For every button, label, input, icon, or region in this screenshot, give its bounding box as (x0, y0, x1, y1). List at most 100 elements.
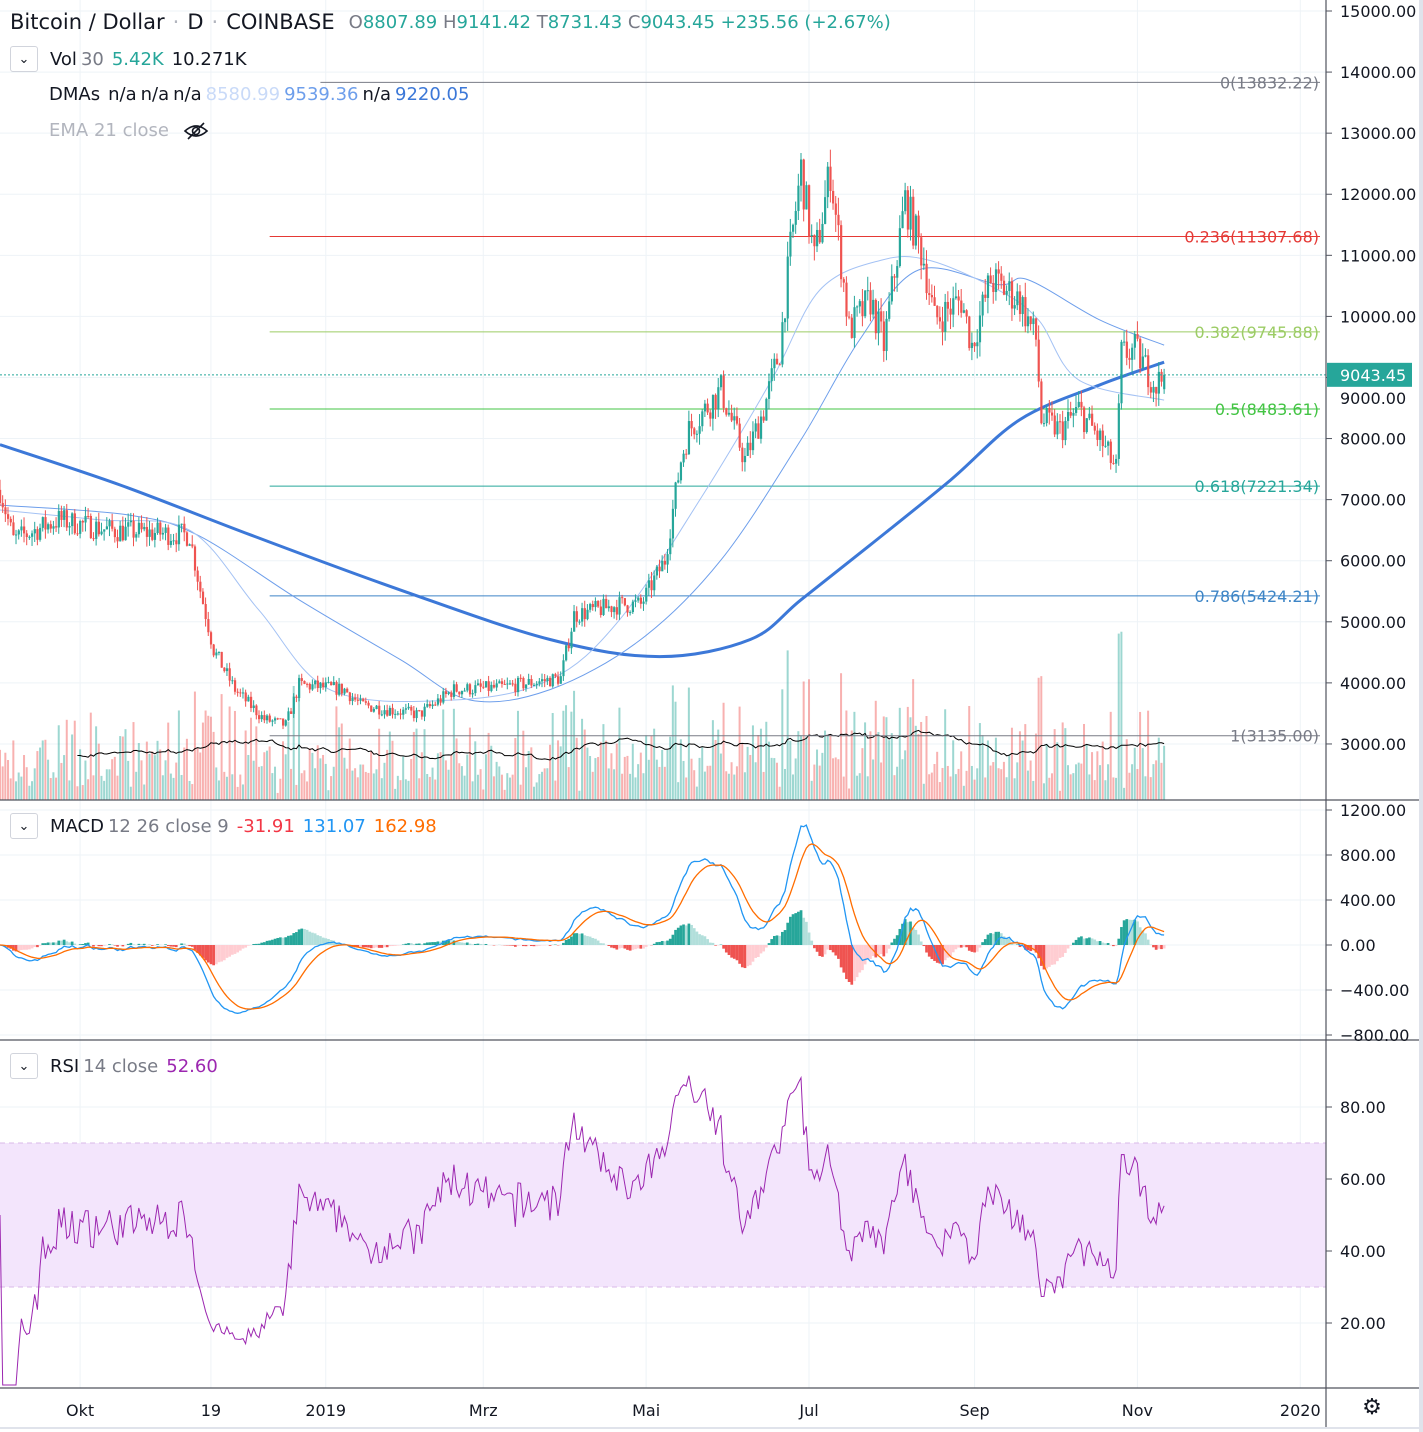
volume-bar (725, 771, 728, 800)
candle-body (816, 229, 819, 247)
candle-body (514, 683, 517, 693)
macd-histogram-bar (305, 929, 309, 945)
candle-body (535, 683, 538, 685)
volume-bar (607, 768, 610, 800)
macd-histogram-bar (284, 937, 288, 945)
volume-bar (922, 783, 925, 800)
volume-bar (938, 782, 941, 800)
volume-bar (332, 766, 335, 800)
macd-histogram-bar (882, 945, 886, 957)
macd-histogram-bar (300, 928, 304, 945)
volume-bar (808, 679, 811, 800)
symbol-name[interactable]: Bitcoin / Dollar (10, 10, 165, 34)
candle-body (255, 705, 258, 716)
volume-bar (164, 760, 167, 800)
rsi-axis-label: 80.00 (1340, 1098, 1386, 1117)
candle-body (55, 526, 58, 528)
candle-body (524, 684, 528, 689)
collapse-macd-button[interactable]: ⌄ (10, 813, 38, 839)
volume-bar (92, 775, 95, 800)
macd-histogram-bar (708, 942, 712, 945)
volume-bar (492, 776, 495, 800)
macd-histogram-bar (468, 943, 472, 945)
collapse-legend-button[interactable]: ⌄ (10, 46, 38, 72)
candle-body (714, 394, 717, 410)
volume-bar (773, 758, 776, 800)
volume-legend: ⌄ Vol 30 5.42K 10.271K (10, 46, 247, 72)
macd-histogram-bar (404, 943, 408, 945)
macd-histogram-bar (308, 931, 312, 945)
volume-bar (418, 778, 421, 800)
candle-body (789, 231, 792, 257)
candle-body (791, 224, 795, 232)
candle-body (1018, 291, 1022, 315)
macd-histogram-bar (783, 930, 787, 945)
volume-bar (952, 740, 955, 800)
volume-bar (396, 775, 399, 800)
volume-bar (362, 764, 365, 800)
candle-body (989, 275, 992, 284)
candle-body (858, 301, 861, 307)
candle-body (591, 604, 594, 608)
macd-histogram-bar (337, 942, 341, 945)
settings-gear-icon[interactable]: ⚙ (1362, 1395, 1382, 1420)
macd-histogram-bar (516, 945, 520, 946)
macd-histogram-bar (730, 945, 733, 958)
macd-axis-label: 400.00 (1340, 891, 1396, 910)
volume-bar (695, 786, 698, 800)
macd-histogram-bar (369, 945, 373, 949)
macd-histogram-bar (204, 945, 207, 961)
candle-body (330, 682, 333, 686)
volume-bar (177, 710, 180, 800)
candle-body (132, 520, 135, 538)
macd-histogram-bar (1085, 938, 1089, 945)
eye-crossed-icon[interactable] (183, 121, 209, 141)
candle-body (119, 525, 122, 542)
volume-bar (800, 735, 802, 800)
candle-body (364, 701, 367, 703)
volume-bar (55, 777, 58, 800)
volume-bar (1008, 755, 1011, 800)
macd-histogram-bar (805, 921, 808, 945)
collapse-rsi-button[interactable]: ⌄ (10, 1053, 38, 1079)
macd-histogram-bar (460, 942, 464, 945)
volume-bar (468, 727, 471, 800)
macd-histogram-bar (607, 945, 611, 946)
macd-histogram-bar (770, 939, 774, 945)
candle-body (914, 215, 918, 246)
volume-bar (271, 773, 274, 800)
candle-body (73, 513, 76, 534)
macd-histogram-bar (1061, 945, 1065, 957)
macd-histogram-bar (538, 945, 541, 946)
candle-body (639, 597, 642, 604)
macd-histogram-bar (407, 943, 410, 945)
volume-bar (976, 768, 979, 800)
candle-body (1163, 374, 1166, 390)
macd-histogram-bar (1162, 945, 1166, 949)
candle-body (25, 533, 28, 538)
volume-bar (375, 769, 378, 800)
volume-bar (276, 792, 279, 800)
price-axis-label: 10000.00 (1340, 307, 1416, 326)
macd-histogram-bar (433, 942, 437, 945)
candle-body (848, 316, 851, 318)
volume-bar (762, 771, 765, 800)
candle-body (821, 223, 824, 243)
candle-body (719, 375, 723, 388)
candle-body (103, 529, 106, 532)
candle-body (97, 521, 100, 535)
volume-bar (439, 752, 442, 800)
macd-histogram-bar (1010, 942, 1014, 945)
candle-body (626, 605, 629, 613)
volume-bar (215, 767, 218, 800)
volume-bar (100, 775, 103, 800)
volume-bar (856, 775, 859, 800)
price-axis-label: 7000.00 (1340, 491, 1406, 510)
interval[interactable]: D (187, 10, 204, 34)
candle-body (1021, 297, 1024, 315)
candle-body (311, 684, 314, 690)
macd-histogram-bar (612, 945, 616, 949)
candle-body (698, 426, 701, 434)
candle-body (733, 416, 736, 421)
